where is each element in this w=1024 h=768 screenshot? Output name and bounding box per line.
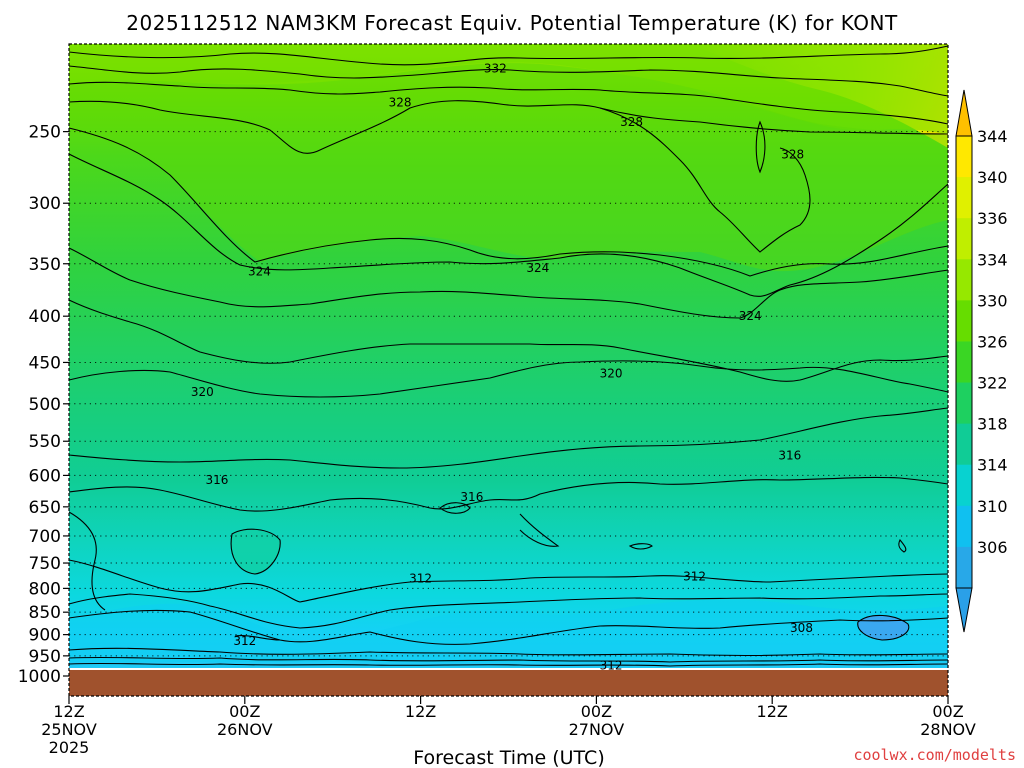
- x-tick-label: 12Z: [405, 702, 436, 721]
- colorbar-label: 330: [977, 291, 1008, 310]
- contour-label: 312: [683, 569, 706, 583]
- contour-label: 328: [620, 115, 643, 129]
- colorbar: 344 340 336 334 330 326 322 318 314 310 306: [955, 89, 1008, 633]
- grid-lines: [69, 131, 948, 657]
- colorbar-frame: [955, 135, 973, 589]
- x-tick-label: 12Z: [757, 702, 788, 721]
- plot-frame: [68, 43, 949, 697]
- credit-text: coolwx.com/modelts: [853, 746, 1016, 764]
- colorbar-swatch-0: [956, 136, 972, 178]
- contour-label: 312: [233, 634, 256, 648]
- y-tick-label: 800: [29, 579, 61, 599]
- region-surface-cyan: [69, 599, 948, 662]
- x-tick-label: 28NOV: [920, 720, 976, 739]
- colorbar-swatch-1: [956, 177, 972, 219]
- colorbar-label: 306: [977, 538, 1008, 557]
- colorbar-swatch-6: [956, 382, 972, 425]
- colorbar-swatch-10: [956, 546, 972, 589]
- y-tick-label: 250: [29, 123, 61, 143]
- x-tick-label: 00Z: [229, 702, 260, 721]
- colorbar-swatch-9: [956, 505, 972, 548]
- y-tick-label: 900: [29, 626, 61, 646]
- contour-label: 320: [600, 367, 623, 381]
- colorbar-label: 334: [977, 250, 1008, 269]
- y-axis: 250 300 350 400 450 500 550 600 650 700 750 800 850 9…: [18, 123, 69, 687]
- colorbar-swatch-3: [956, 259, 972, 301]
- ground-below-surface: [69, 670, 948, 696]
- colorbar-top-arrow: [955, 89, 973, 137]
- contour-labels: 332 328 328 328 324 324 324 320 320 316 316 316 312 3…: [191, 62, 813, 673]
- cold-pocket-2: [231, 529, 281, 574]
- contour-label: 324: [248, 265, 271, 279]
- y-tick-label: 300: [29, 194, 61, 214]
- y-tick-label: 450: [29, 353, 61, 373]
- contour-label: 316: [460, 490, 483, 504]
- y-tick-label: 500: [29, 395, 61, 415]
- colorbar-label: 322: [977, 374, 1008, 393]
- y-tick-label: 1000: [18, 667, 61, 687]
- colorbar-label: 326: [977, 332, 1008, 351]
- contour-label: 312: [409, 571, 432, 585]
- contour-label: 328: [389, 95, 412, 109]
- y-tick-label: 400: [29, 307, 61, 327]
- x-tick-label: 00Z: [581, 702, 612, 721]
- region-328: [69, 44, 948, 135]
- colorbar-swatch-7: [956, 423, 972, 466]
- contour-label: 312: [600, 658, 623, 672]
- colorbar-label: 336: [977, 209, 1008, 228]
- colorbar-swatch-4: [956, 300, 972, 342]
- x-axis-label: Forecast Time (UTC): [413, 747, 604, 768]
- contour-label: 308: [790, 621, 813, 635]
- contour-label: 316: [778, 448, 801, 462]
- contour-label: 324: [739, 309, 762, 323]
- plot-area: 332 328 328 328 324 324 324 320 320 316 316 316 312 3…: [68, 43, 949, 697]
- colorbar-label: 340: [977, 168, 1008, 187]
- chart-title: 2025112512 NAM3KM Forecast Equiv. Potent…: [126, 11, 898, 35]
- y-tick-label: 350: [29, 255, 61, 275]
- colorbar-swatch-5: [956, 341, 972, 384]
- x-tick-label: 12Z: [53, 702, 84, 721]
- contour-label: 320: [191, 385, 214, 399]
- x-tick-label: 26NOV: [217, 720, 273, 739]
- contour-label: 316: [206, 473, 229, 487]
- x-tick-label: 25NOV: [41, 720, 97, 739]
- colorbar-bottom-arrow: [955, 587, 973, 633]
- x-tick-label: 27NOV: [569, 720, 625, 739]
- contour-label: 324: [526, 261, 549, 275]
- y-tick-label: 750: [29, 554, 61, 574]
- colorbar-swatch-8: [956, 464, 972, 507]
- y-tick-label: 600: [29, 466, 61, 486]
- x-tick-label: 2025: [49, 738, 90, 757]
- cold-pocket-308: [857, 615, 909, 640]
- y-tick-label: 550: [29, 432, 61, 452]
- y-tick-label: 850: [29, 603, 61, 623]
- contour-lines: [68, 45, 949, 667]
- y-tick-label: 700: [29, 527, 61, 547]
- y-tick-label: 650: [29, 498, 61, 518]
- colorbar-label: 310: [977, 497, 1008, 516]
- contour-label: 328: [781, 148, 804, 162]
- contour-label: 332: [484, 62, 507, 76]
- y-tick-label: 950: [29, 647, 61, 667]
- colorbar-label: 318: [977, 415, 1008, 434]
- colorbar-label: 344: [977, 127, 1008, 146]
- colorbar-swatch-2: [956, 218, 972, 260]
- colorbar-label: 314: [977, 456, 1008, 475]
- x-tick-label: 00Z: [932, 702, 963, 721]
